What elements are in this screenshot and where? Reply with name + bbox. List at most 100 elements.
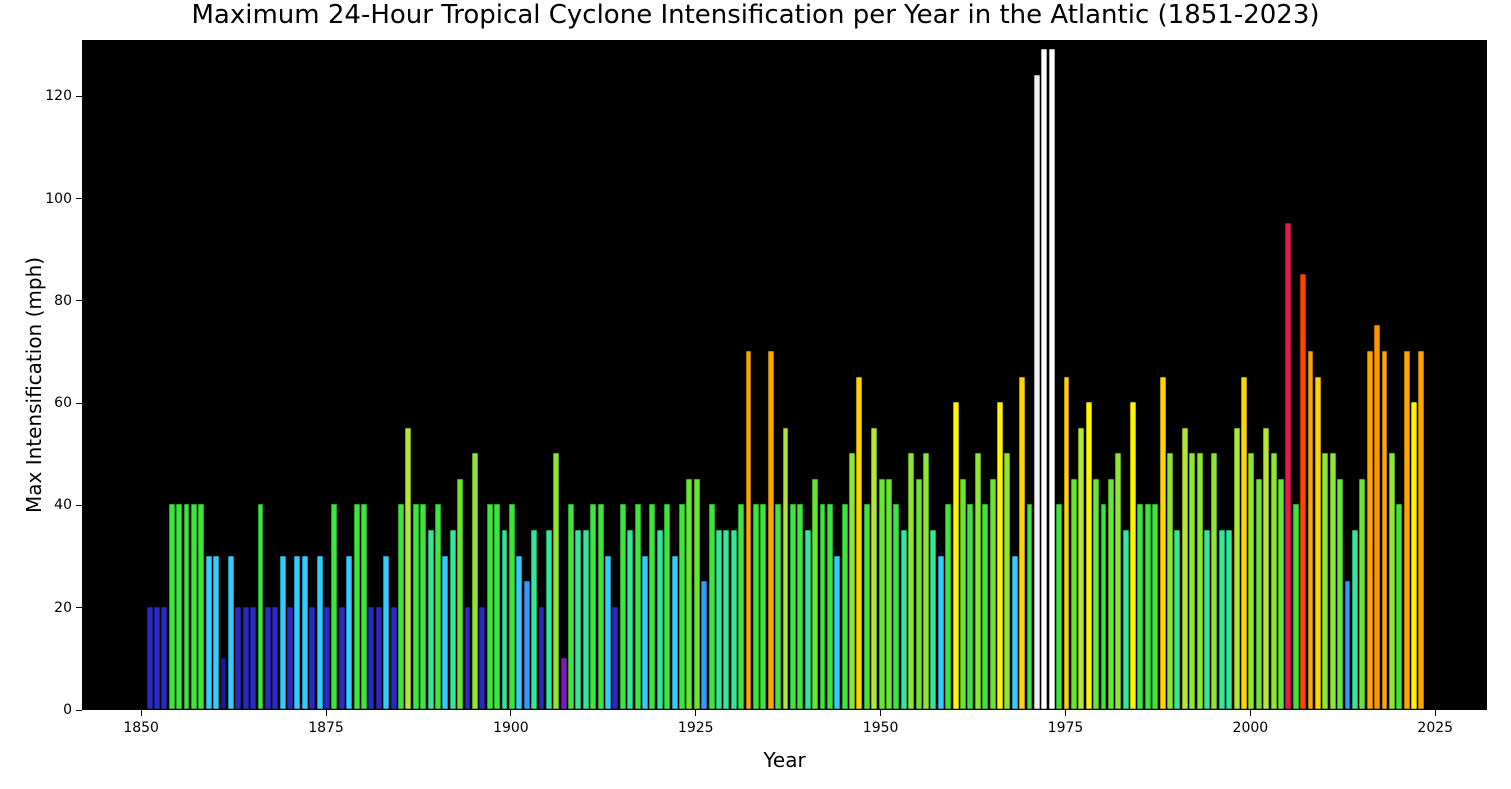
- data-bar: [287, 607, 293, 709]
- chart-title: Maximum 24-Hour Tropical Cyclone Intensi…: [0, 0, 1511, 30]
- data-bar: [1337, 479, 1343, 709]
- data-bar: [938, 556, 944, 709]
- x-tick-label: 1850: [121, 720, 161, 736]
- data-bar: [1241, 377, 1247, 709]
- data-bar: [1411, 402, 1417, 709]
- data-bar: [494, 504, 500, 709]
- data-bar: [923, 453, 929, 709]
- data-bar: [775, 504, 781, 709]
- data-bar: [827, 504, 833, 709]
- data-bar: [879, 479, 885, 709]
- data-bar: [1019, 377, 1025, 709]
- y-tick-mark: [76, 300, 82, 301]
- data-bar: [294, 556, 300, 709]
- data-bar: [213, 556, 219, 709]
- x-tick-label: 1875: [306, 720, 346, 736]
- data-bar: [1219, 530, 1225, 709]
- data-bar: [1418, 351, 1424, 709]
- data-bar: [1382, 351, 1388, 709]
- data-bar: [797, 504, 803, 709]
- data-bar: [901, 530, 907, 709]
- data-bar: [886, 479, 892, 709]
- x-tick-label: 1925: [676, 720, 716, 736]
- data-bar: [967, 504, 973, 709]
- data-bar: [783, 428, 789, 709]
- y-tick-mark: [76, 403, 82, 404]
- data-bar: [228, 556, 234, 709]
- data-bar: [753, 504, 759, 709]
- data-bar: [790, 504, 796, 709]
- data-bar: [1211, 453, 1217, 709]
- data-bar: [709, 504, 715, 709]
- data-bar: [1152, 504, 1158, 709]
- data-bar: [553, 453, 559, 709]
- data-bar: [1049, 49, 1055, 709]
- data-bar: [154, 607, 160, 709]
- data-bar: [686, 479, 692, 709]
- data-bar: [1174, 530, 1180, 709]
- data-bar: [531, 530, 537, 709]
- data-bar: [1263, 428, 1269, 709]
- x-axis-label: Year: [82, 748, 1487, 772]
- data-bar: [612, 607, 618, 709]
- data-bar: [413, 504, 419, 709]
- data-bar: [420, 504, 426, 709]
- data-bar: [1189, 453, 1195, 709]
- data-bar: [1315, 377, 1321, 709]
- data-bar: [221, 658, 227, 709]
- data-bar: [1367, 351, 1373, 709]
- data-bar: [960, 479, 966, 709]
- data-bar: [583, 530, 589, 709]
- data-bar: [169, 504, 175, 709]
- y-tick-label: 80: [54, 293, 72, 309]
- data-bar: [1115, 453, 1121, 709]
- data-bar: [465, 607, 471, 709]
- data-bar: [635, 504, 641, 709]
- data-bar: [975, 453, 981, 709]
- data-bar: [331, 504, 337, 709]
- y-tick-mark: [76, 710, 82, 711]
- x-tick-mark: [1065, 710, 1066, 716]
- data-bar: [805, 530, 811, 709]
- data-bar: [1226, 530, 1232, 709]
- x-tick-label: 2000: [1230, 720, 1270, 736]
- data-bar: [716, 530, 722, 709]
- data-bar: [1256, 479, 1262, 709]
- data-bar: [893, 504, 899, 709]
- data-bar: [1359, 479, 1365, 709]
- data-bar: [539, 607, 545, 709]
- data-bar: [250, 607, 256, 709]
- data-bar: [945, 504, 951, 709]
- data-bar: [1197, 453, 1203, 709]
- data-bar: [1093, 479, 1099, 709]
- data-bar: [428, 530, 434, 709]
- data-bar: [997, 402, 1003, 709]
- data-bar: [450, 530, 456, 709]
- data-bar: [1308, 351, 1314, 709]
- data-bar: [546, 530, 552, 709]
- data-bar: [731, 530, 737, 709]
- y-tick-label: 60: [54, 395, 72, 411]
- data-bar: [627, 530, 633, 709]
- data-bar: [871, 428, 877, 709]
- y-tick-mark: [76, 505, 82, 506]
- data-bar: [1130, 402, 1136, 709]
- y-tick-label: 0: [63, 702, 72, 718]
- data-bar: [509, 504, 515, 709]
- data-bar: [1071, 479, 1077, 709]
- data-bar: [206, 556, 212, 709]
- y-tick-label: 120: [45, 88, 72, 104]
- data-bar: [768, 351, 774, 709]
- data-bar: [176, 504, 182, 709]
- plot-area: [82, 40, 1487, 710]
- data-bar: [672, 556, 678, 709]
- x-tick-label: 2025: [1415, 720, 1455, 736]
- data-bar: [982, 504, 988, 709]
- data-bar: [694, 479, 700, 709]
- data-bar: [1285, 223, 1291, 709]
- y-tick-label: 40: [54, 497, 72, 513]
- data-bar: [1137, 504, 1143, 709]
- data-bar: [302, 556, 308, 709]
- data-bar: [191, 504, 197, 709]
- y-tick-mark: [76, 607, 82, 608]
